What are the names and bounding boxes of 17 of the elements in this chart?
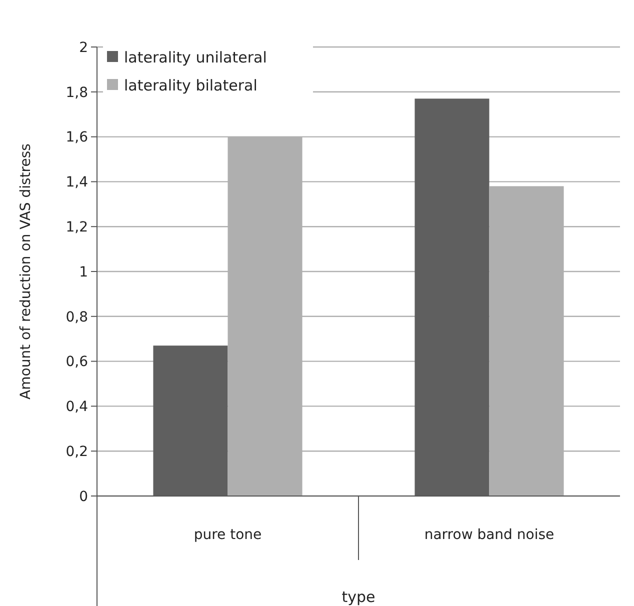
- y-tick-label: 0,6: [66, 354, 88, 370]
- y-tick-label: 0,8: [66, 309, 88, 326]
- x-tick-label: narrow band noise: [424, 527, 554, 543]
- x-tick-label: pure tone: [194, 527, 262, 543]
- legend-label: laterality bilateral: [124, 76, 258, 94]
- x-axis-title: type: [342, 588, 376, 606]
- y-tick-label: 0,2: [66, 444, 88, 460]
- y-axis-title: Amount of reduction on VAS distress: [18, 144, 34, 400]
- y-tick-label: 1,2: [66, 220, 88, 236]
- y-tick-label: 1,6: [66, 130, 88, 146]
- y-tick-label: 1,8: [66, 84, 88, 101]
- y-tick-label: 2: [79, 40, 88, 56]
- legend-label: laterality unilateral: [124, 48, 267, 66]
- y-tick-label: 1,4: [66, 174, 88, 191]
- y-tick-label: 0: [79, 488, 88, 505]
- y-tick-label: 0,4: [66, 399, 88, 416]
- y-tick-label: 1: [79, 264, 88, 280]
